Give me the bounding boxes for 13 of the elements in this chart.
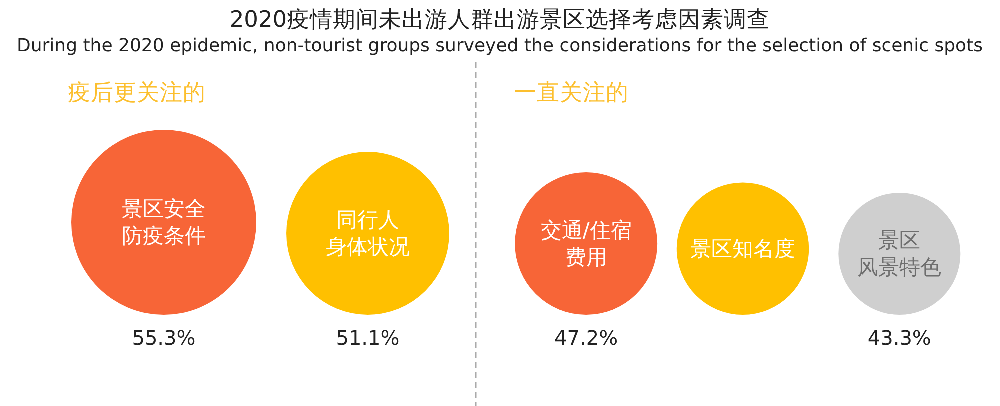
data-label: 55.3% — [132, 326, 196, 350]
category-label: 景区安全防疫条件 — [122, 197, 206, 248]
category-label: 景区知名度 — [690, 236, 796, 261]
category-label: 同行人身体状况 — [326, 208, 410, 260]
category-label: 景区风景特色 — [858, 228, 942, 280]
text: 一直关注的 — [514, 80, 629, 106]
data-label: 51.1% — [336, 326, 400, 350]
text: 2020疫情期间未出游人群出游景区选择考虑因素调查 — [230, 7, 770, 33]
text: During the 2020 epidemic, non-tourist groups surveyed the considerations for the selection of scenic spots — [17, 36, 983, 56]
text: 疫后更关注的 — [68, 80, 206, 106]
data-label: 43.3% — [868, 326, 932, 350]
category-label: 交通/住宿费用 — [540, 218, 632, 270]
data-label: 47.2% — [554, 326, 618, 350]
